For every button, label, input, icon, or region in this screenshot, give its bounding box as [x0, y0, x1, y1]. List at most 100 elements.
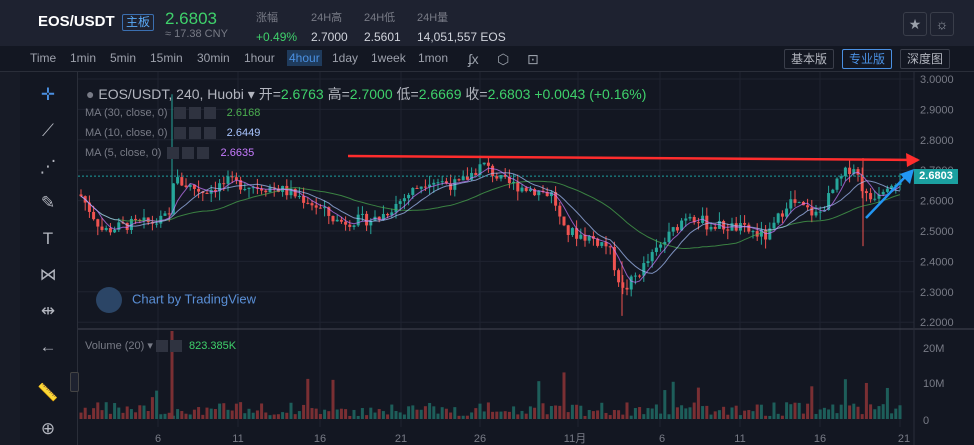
eye-icon[interactable] [167, 147, 180, 160]
volume-bar [302, 404, 306, 419]
volume-bar [205, 407, 209, 419]
volume-bar [768, 415, 772, 419]
close-icon[interactable] [203, 127, 216, 140]
timeframe-4hour[interactable]: 4hour [287, 50, 322, 66]
watermark-text: Chart by TradingView [132, 291, 257, 307]
timeframe-1hour[interactable]: 1hour [244, 51, 275, 65]
chart-toolbar: Time 1min 5min 15min 30min 1hour 4hour 1… [0, 46, 974, 72]
candle-body [806, 205, 810, 208]
candle-body [465, 176, 469, 180]
pair-name[interactable]: EOS/USDT [38, 13, 115, 30]
zoom-icon[interactable]: ⊕ [40, 419, 56, 438]
gear-icon[interactable] [188, 107, 201, 120]
star-icon[interactable]: ★ [903, 12, 927, 36]
volume-bar [776, 413, 780, 419]
volume-bar [184, 413, 188, 419]
crosshair-icon[interactable]: ✛ [40, 85, 56, 104]
timeframe-15min[interactable]: 15min [150, 51, 183, 65]
tradingview-watermark[interactable]: Chart by TradingView [96, 287, 256, 313]
brush-icon[interactable]: ✎ [40, 193, 56, 212]
collapse-handle[interactable] [70, 372, 79, 392]
volume-bar [633, 408, 637, 419]
candle-body [302, 195, 306, 203]
ma30-legend[interactable]: MA (30, close, 0) 2.6168 [85, 107, 260, 120]
volume-bar [264, 412, 268, 419]
volume-bar [348, 415, 352, 419]
timeframe-time[interactable]: Time [30, 51, 57, 65]
trendline-icon[interactable]: ⟋ [42, 121, 54, 140]
candle-body [633, 275, 637, 277]
sun-icon[interactable]: ☼ [930, 12, 954, 36]
pattern-icon[interactable]: ⋈ [39, 265, 57, 284]
volume-bar [276, 414, 280, 419]
gear-icon[interactable] [188, 127, 201, 140]
ma5-legend[interactable]: MA (5, close, 0) 2.6635 [85, 147, 254, 160]
volume-bar [524, 413, 528, 419]
timeframe-1min[interactable]: 1min [70, 51, 97, 65]
eye-icon[interactable] [173, 127, 186, 140]
settings-icon[interactable]: ⬡ [497, 51, 510, 67]
eye-icon[interactable] [173, 107, 186, 120]
fib-icon[interactable]: ⋰ [39, 157, 57, 176]
volume-bar [255, 410, 259, 419]
market-header: EOS/USDT 主板 2.6803 ≈ 17.38 CNY 涨幅 +0.49%… [0, 0, 974, 46]
timeframe-1day[interactable]: 1day [332, 51, 359, 65]
candle-body [327, 207, 331, 216]
volume-bar [318, 414, 322, 419]
timeframe-5min[interactable]: 5min [110, 51, 137, 65]
volume-bar [285, 412, 289, 419]
close-icon[interactable] [197, 147, 210, 160]
stat-value: 2.7000 [311, 30, 348, 44]
candle-body [226, 176, 230, 184]
candle-body [239, 180, 243, 190]
candle-body [230, 176, 234, 178]
back-arrow-icon[interactable]: ← [39, 337, 57, 356]
volume-bar [726, 414, 730, 419]
side-strip [0, 72, 20, 445]
timeframe-1mon[interactable]: 1mon [418, 51, 449, 65]
volume-bar [491, 411, 495, 419]
time-axis-label: 26 [474, 433, 486, 445]
studies-icon[interactable]: ʄx [468, 51, 479, 67]
text-icon[interactable]: T [42, 229, 54, 248]
volume-bar [356, 415, 360, 419]
volume-bar [755, 404, 759, 419]
candle-body [890, 185, 894, 189]
volume-label: Volume (20) [85, 340, 145, 352]
volume-bar [260, 403, 264, 419]
volume-bar [289, 402, 293, 419]
candle-body [415, 188, 419, 190]
view-pro-button[interactable]: 专业版 [842, 49, 893, 69]
candle-body [516, 181, 520, 192]
ma10-legend[interactable]: MA (10, close, 0) 2.6449 [85, 127, 260, 140]
ruler-icon[interactable]: 📏 [37, 383, 59, 402]
chart-legend: ● EOS/USDT, 240, Huobi ▾ 开=2.6763 高=2.70… [86, 86, 647, 102]
volume-bar [306, 378, 310, 419]
candle-body [377, 216, 381, 220]
candle-body [827, 193, 831, 211]
eye-icon[interactable] [155, 340, 168, 353]
timeframe-1week[interactable]: 1week [371, 51, 406, 65]
candle-body [692, 216, 696, 223]
time-axis-label: 11月 [564, 433, 586, 445]
gear-icon[interactable] [182, 147, 195, 160]
gear-icon[interactable] [169, 340, 182, 353]
close-icon[interactable] [203, 107, 216, 120]
timeframe-30min[interactable]: 30min [197, 51, 230, 65]
view-depth-button[interactable]: 深度图 [900, 49, 951, 69]
stat-label: 涨幅 [256, 12, 278, 24]
fullscreen-icon[interactable]: ⊡ [527, 51, 539, 67]
measure-icon[interactable]: ⇹ [40, 301, 56, 320]
view-basic-button[interactable]: 基本版 [784, 49, 835, 69]
volume-bar [386, 414, 390, 419]
board-badge: 主板 [122, 14, 155, 31]
price-chart[interactable]: 3.0000 2.9000 2.8000 2.7000 2.6000 2.5000 2.40… [78, 72, 974, 445]
volume-bar [558, 405, 562, 419]
drawing-toolbar: ✛ ⟋ ⋰ ✎ T ⋈ ⇹ ← 📏 ⊕ [0, 72, 79, 445]
legend-symbol[interactable]: EOS/USDT, 240, Huobi [98, 86, 244, 102]
annotation-red-arrowhead [906, 153, 920, 167]
volume-bar [167, 412, 171, 419]
legend-caret-icon[interactable]: ▾ [247, 86, 259, 102]
volume-bar [428, 402, 432, 419]
volume-legend[interactable]: Volume (20) ▾ 823.385K [85, 340, 237, 353]
